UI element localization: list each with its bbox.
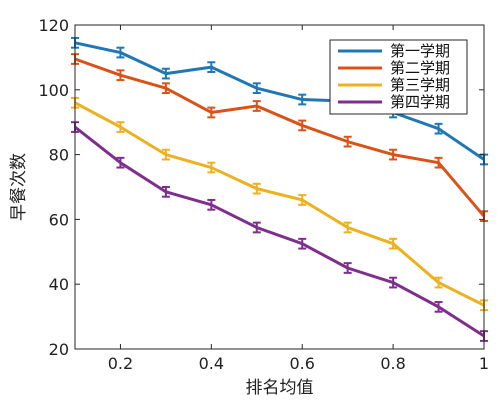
y-tick-label: 120 xyxy=(38,16,69,35)
x-tick-label: 0.2 xyxy=(108,354,133,373)
data-point xyxy=(161,67,170,80)
x-tick-label: 0.6 xyxy=(289,354,314,373)
data-point xyxy=(161,186,170,198)
series-3 xyxy=(71,96,488,312)
series-line xyxy=(74,41,485,161)
legend-item: 第三学期 xyxy=(338,76,450,94)
data-point xyxy=(434,156,443,169)
data-point xyxy=(343,221,352,234)
data-point xyxy=(252,82,261,95)
data-point xyxy=(434,301,443,313)
data-point xyxy=(434,276,443,289)
legend-label: 第一学期 xyxy=(390,42,450,60)
data-point xyxy=(116,121,125,133)
legend-item: 第二学期 xyxy=(338,59,450,77)
x-tick-label: 0.4 xyxy=(199,354,224,373)
data-point xyxy=(116,156,125,169)
legend-item: 第一学期 xyxy=(338,42,450,60)
data-point xyxy=(252,182,261,195)
data-point xyxy=(207,61,216,73)
data-point xyxy=(298,237,307,250)
x-tick-label: 1 xyxy=(479,354,489,373)
y-axis-label: 早餐次数 xyxy=(9,153,29,221)
legend-label: 第三学期 xyxy=(390,76,450,94)
data-point xyxy=(207,106,216,119)
y-tick-label: 100 xyxy=(38,81,69,100)
data-point xyxy=(389,276,398,289)
y-tick-label: 60 xyxy=(49,210,69,229)
data-point xyxy=(343,135,352,148)
data-point xyxy=(161,148,170,161)
x-axis-label: 排名均值 xyxy=(246,378,314,398)
data-point xyxy=(298,119,307,132)
series-2 xyxy=(71,53,488,223)
data-point xyxy=(116,46,125,59)
y-tick-label: 20 xyxy=(49,340,69,359)
data-point xyxy=(389,148,398,161)
data-point xyxy=(343,262,352,274)
legend-label: 第二学期 xyxy=(390,59,450,77)
legend-label: 第四学期 xyxy=(390,93,450,111)
data-point xyxy=(298,194,307,206)
data-point xyxy=(434,122,443,135)
y-tick-label: 80 xyxy=(49,146,69,165)
x-tick-label: 0.8 xyxy=(380,354,405,373)
data-point xyxy=(252,100,261,112)
series-line xyxy=(74,57,486,218)
series-line xyxy=(74,125,485,338)
series-line xyxy=(74,101,485,307)
legend-item: 第四学期 xyxy=(338,93,450,111)
plot-frame xyxy=(74,24,485,350)
data-point xyxy=(389,237,398,250)
data-point xyxy=(298,93,307,106)
data-point xyxy=(207,198,216,211)
y-tick-label: 40 xyxy=(49,275,69,294)
data-point xyxy=(116,69,125,82)
data-point xyxy=(252,221,261,234)
series-4 xyxy=(71,121,488,342)
data-point xyxy=(161,82,170,95)
data-point xyxy=(207,161,216,174)
